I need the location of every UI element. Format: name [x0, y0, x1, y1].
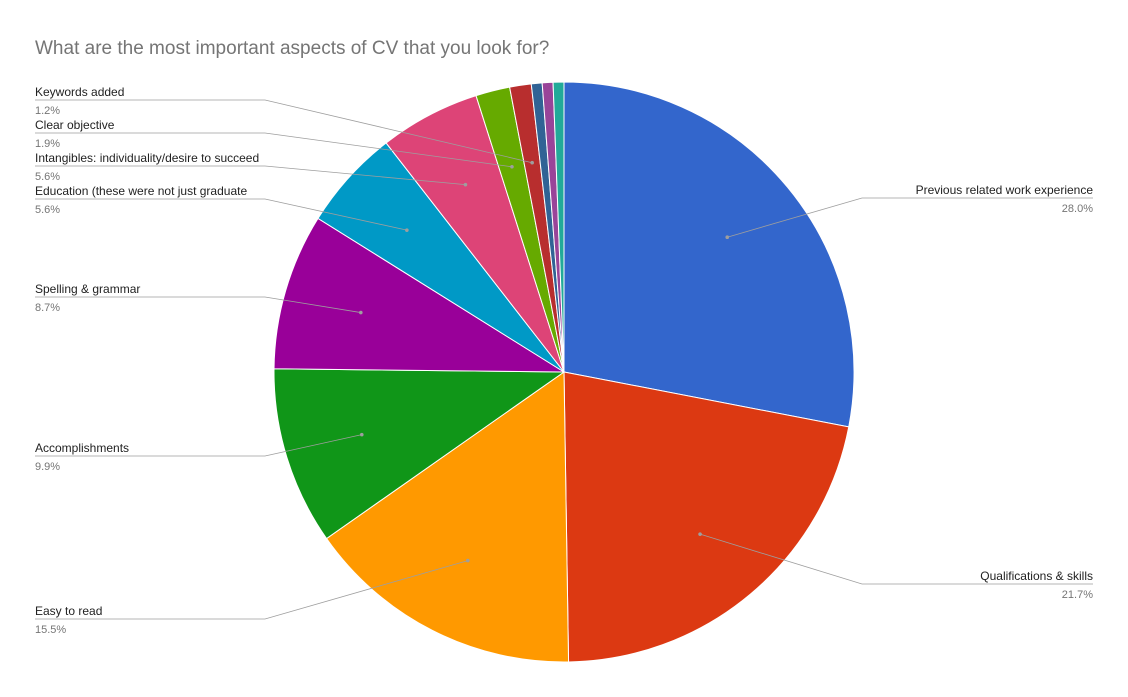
slice-label: Easy to read [35, 604, 102, 618]
leader-dot [463, 182, 468, 187]
pie-slice[interactable] [325, 371, 570, 663]
slice-percent-label: 8.7% [35, 302, 60, 314]
leader-dot [359, 432, 364, 437]
slices-layer [273, 81, 855, 663]
leader-dot [530, 160, 534, 165]
leader-line [35, 560, 468, 620]
leader-dot [698, 532, 702, 536]
leader-line [727, 197, 1093, 238]
leader-line [35, 165, 466, 186]
pie-slice[interactable] [273, 217, 566, 373]
slice-label: Intangibles: individuality/desire to suc… [35, 151, 259, 165]
pie-slice[interactable] [563, 81, 855, 428]
labels-layer: Previous related work experience 28.0% Qua… [35, 85, 1093, 636]
slice-label: Education (these were not just graduate [35, 184, 247, 198]
slice-label: Accomplishments [35, 441, 129, 455]
chart-title: What are the most important aspects of C… [35, 38, 549, 59]
slice-percent-label: 28.0% [1062, 203, 1093, 215]
slice-percent-label: 5.6% [35, 204, 60, 216]
slice-label: Qualifications & skills [980, 569, 1093, 583]
pie-slice[interactable] [552, 81, 565, 373]
leader-dot [405, 228, 409, 232]
slice-label: Clear objective [35, 118, 115, 132]
slice-percent-label: 1.2% [35, 105, 60, 117]
slice-label: Previous related work experience [916, 183, 1094, 197]
leader-line [35, 434, 362, 457]
pie-slice[interactable] [563, 371, 850, 663]
slice-percent-label: 9.9% [35, 461, 60, 473]
leader-line [35, 132, 513, 168]
leader-dot [510, 164, 514, 169]
leaders-layer [35, 99, 1093, 620]
leader-line [699, 533, 1093, 585]
pie-slice[interactable] [273, 368, 566, 540]
leader-dot [725, 235, 730, 240]
slice-percent-label: 5.6% [35, 171, 60, 183]
leader-line [35, 99, 533, 164]
slice-percent-label: 15.5% [35, 624, 66, 636]
slice-label: Spelling & grammar [35, 282, 140, 296]
leader-dot [466, 558, 470, 563]
leader-dot [359, 310, 363, 315]
slice-label: Keywords added [35, 85, 124, 99]
leader-line [35, 296, 361, 313]
slice-percent-label: 21.7% [1062, 589, 1093, 601]
leader-line [35, 198, 407, 231]
slice-percent-label: 1.9% [35, 138, 60, 150]
